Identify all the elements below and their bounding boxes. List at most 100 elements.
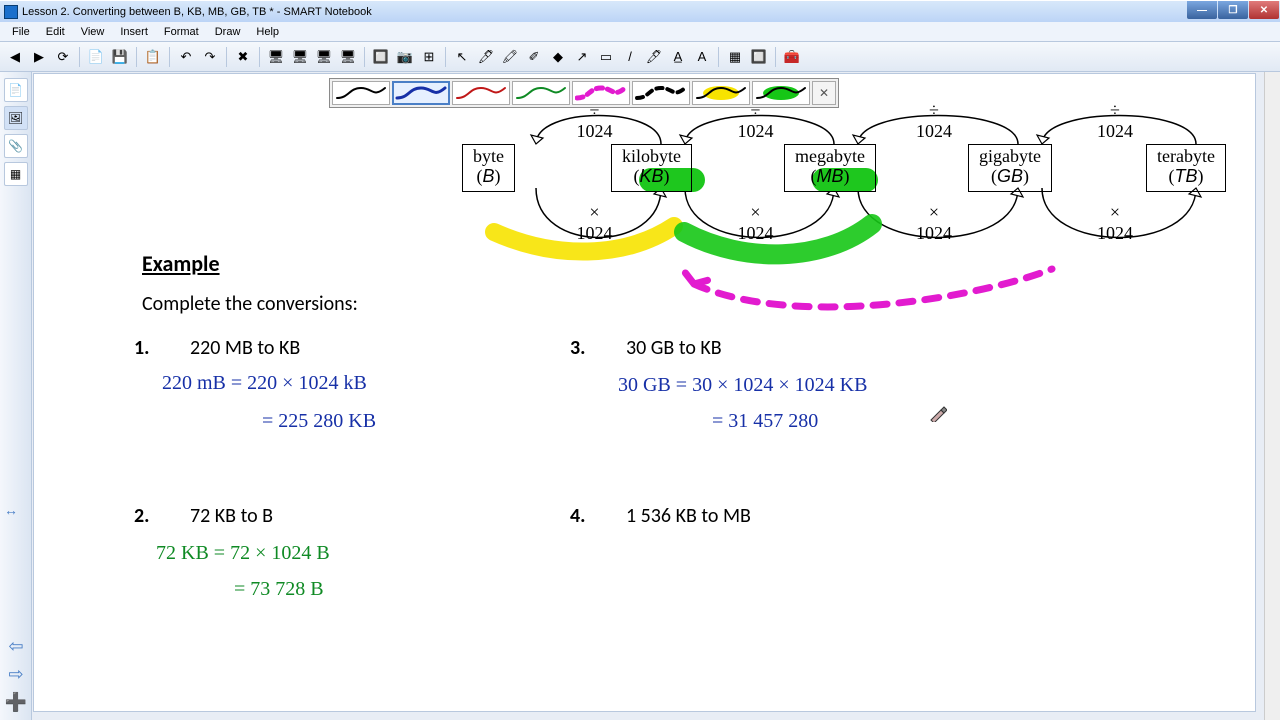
handwriting: 72 KB = 72 × 1024 B xyxy=(156,542,330,565)
pen-swatch[interactable] xyxy=(752,81,810,105)
toolbar-button[interactable]: 🖊 xyxy=(475,46,497,68)
toolbar-button[interactable]: ▶ xyxy=(28,46,50,68)
item-number: 3. xyxy=(570,336,585,360)
toolbar-button[interactable]: 🖥 xyxy=(337,46,359,68)
menu-bar: FileEditViewInsertFormatDrawHelp xyxy=(0,22,1280,42)
toolbar-button[interactable]: 🔲 xyxy=(748,46,770,68)
toolbar-button[interactable]: ◀ xyxy=(4,46,26,68)
pen-cursor-icon xyxy=(929,404,947,422)
unit-box-gb: gigabyte(GB) xyxy=(968,144,1052,192)
pen-swatch[interactable] xyxy=(392,81,450,105)
side-tab-bar: 📄 🖼 📎 ▦ ⇦ ⇨ ➕ xyxy=(0,72,32,720)
workspace: 📄 🖼 📎 ▦ ⇦ ⇨ ➕ ↔ ✕ Example Complete the convers… xyxy=(0,72,1280,720)
pen-swatch[interactable] xyxy=(572,81,630,105)
pen-palette[interactable]: ✕ xyxy=(329,78,839,108)
toolbar-separator xyxy=(259,47,260,67)
toolbar-button[interactable]: ▭ xyxy=(595,46,617,68)
multiply-label: ×1024 xyxy=(1097,202,1133,244)
minimize-button[interactable]: — xyxy=(1187,1,1217,19)
toolbar-button[interactable]: A xyxy=(691,46,713,68)
multiply-label: ×1024 xyxy=(916,202,952,244)
pen-palette-close[interactable]: ✕ xyxy=(812,81,836,105)
toolbar-button[interactable]: ◆ xyxy=(547,46,569,68)
resize-handle-icon[interactable]: ↔ xyxy=(4,502,18,518)
pen-swatch[interactable] xyxy=(332,81,390,105)
toolbar-separator xyxy=(718,47,719,67)
unit-box-kb: kilobyte(KB) xyxy=(611,144,692,192)
instruction-text: Complete the conversions: xyxy=(142,292,358,316)
unit-box-b: byte(B) xyxy=(462,144,515,192)
item-number: 1. xyxy=(134,336,149,360)
toolbar-separator xyxy=(79,47,80,67)
toolbar-button[interactable]: ⊞ xyxy=(418,46,440,68)
menu-edit[interactable]: Edit xyxy=(38,24,73,40)
pen-swatch[interactable] xyxy=(452,81,510,105)
toolbar-button[interactable]: ↗ xyxy=(571,46,593,68)
toolbar-separator xyxy=(775,47,776,67)
multiply-label: ×1024 xyxy=(738,202,774,244)
menu-draw[interactable]: Draw xyxy=(207,24,249,40)
toolbar-button[interactable]: ✐ xyxy=(523,46,545,68)
toolbar-button[interactable]: 🖊 xyxy=(643,46,665,68)
window-title: Lesson 2. Converting between B, KB, MB, … xyxy=(22,6,372,18)
toolbar-button[interactable]: 🖥 xyxy=(313,46,335,68)
toolbar-button[interactable]: 💾 xyxy=(109,46,131,68)
divide-label: ÷1024 xyxy=(916,100,952,142)
question-text: 1 536 KB to MB xyxy=(626,504,751,528)
item-number: 2. xyxy=(134,504,149,528)
maximize-button[interactable]: ❐ xyxy=(1218,1,1248,19)
menu-insert[interactable]: Insert xyxy=(112,24,156,40)
item-number: 4. xyxy=(570,504,585,528)
handwriting: 30 GB = 30 × 1024 × 1024 KB xyxy=(618,374,867,397)
pen-swatch[interactable] xyxy=(692,81,750,105)
side-tab[interactable]: ▦ xyxy=(4,162,28,186)
toolbar-button[interactable]: ↖ xyxy=(451,46,473,68)
side-nav-button[interactable]: ⇦ xyxy=(4,634,28,658)
side-tab[interactable]: 📄 xyxy=(4,78,28,102)
unit-box-tb: terabyte(TB) xyxy=(1146,144,1226,192)
side-tab[interactable]: 🖼 xyxy=(4,106,28,130)
close-button[interactable]: ✕ xyxy=(1249,1,1279,19)
side-nav-button[interactable]: ➕ xyxy=(4,690,28,714)
toolbar-separator xyxy=(226,47,227,67)
side-tab[interactable]: 📎 xyxy=(4,134,28,158)
pen-swatch[interactable] xyxy=(512,81,570,105)
question-text: 30 GB to KB xyxy=(626,336,722,360)
toolbar-button[interactable]: / xyxy=(619,46,641,68)
handwriting: = 73 728 B xyxy=(234,578,324,601)
handwriting: = 225 280 KB xyxy=(262,410,376,433)
toolbar-button[interactable]: 📷 xyxy=(394,46,416,68)
title-bar: Lesson 2. Converting between B, KB, MB, … xyxy=(0,0,1280,22)
handwriting: 220 mB = 220 × 1024 kB xyxy=(162,372,367,395)
toolbar-button[interactable]: 🖍 xyxy=(499,46,521,68)
side-nav-button[interactable]: ⇨ xyxy=(4,662,28,686)
vertical-scrollbar[interactable] xyxy=(1264,72,1280,720)
main-toolbar: ◀▶⟳📄💾📋↶↷✖🖥🖥🖥🖥🔲📷⊞↖🖊🖍✐◆↗▭/🖊A̲A▦🔲🧰 xyxy=(0,42,1280,72)
toolbar-button[interactable]: ▦ xyxy=(724,46,746,68)
pen-swatch[interactable] xyxy=(632,81,690,105)
unit-box-mb: megabyte(MB) xyxy=(784,144,876,192)
question-text: 220 MB to KB xyxy=(190,336,300,360)
app-icon xyxy=(4,5,18,19)
handwriting: = 31 457 280 xyxy=(712,410,818,433)
example-heading: Example xyxy=(142,250,220,277)
menu-file[interactable]: File xyxy=(4,24,38,40)
divide-label: ÷1024 xyxy=(1097,100,1133,142)
toolbar-button[interactable]: ↷ xyxy=(199,46,221,68)
toolbar-separator xyxy=(445,47,446,67)
toolbar-button[interactable]: 🔲 xyxy=(370,46,392,68)
toolbar-separator xyxy=(136,47,137,67)
toolbar-button[interactable]: 📋 xyxy=(142,46,164,68)
toolbar-button[interactable]: 🖥 xyxy=(265,46,287,68)
menu-format[interactable]: Format xyxy=(156,24,207,40)
toolbar-button[interactable]: 🧰 xyxy=(781,46,803,68)
menu-view[interactable]: View xyxy=(73,24,113,40)
toolbar-button[interactable]: ✖ xyxy=(232,46,254,68)
toolbar-button[interactable]: 🖥 xyxy=(289,46,311,68)
toolbar-button[interactable]: ↶ xyxy=(175,46,197,68)
page-canvas[interactable]: ✕ Example Complete the conversions: ÷102… xyxy=(33,73,1256,712)
menu-help[interactable]: Help xyxy=(248,24,287,40)
toolbar-button[interactable]: 📄 xyxy=(85,46,107,68)
toolbar-button[interactable]: A̲ xyxy=(667,46,689,68)
toolbar-button[interactable]: ⟳ xyxy=(52,46,74,68)
